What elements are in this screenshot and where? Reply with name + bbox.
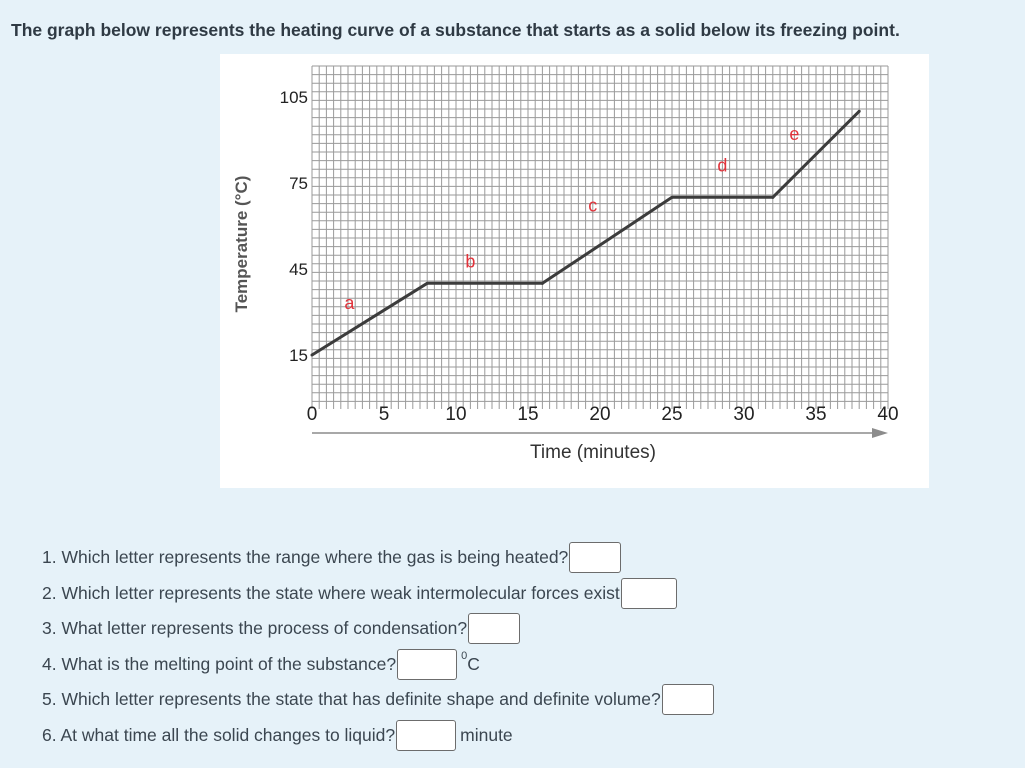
- y-tick-label: 15: [289, 346, 308, 365]
- question-text: 3. What letter represents the process of…: [42, 618, 468, 639]
- data-point: [857, 109, 861, 113]
- x-tick-label: 0: [307, 404, 318, 425]
- answer-input-5[interactable]: [661, 684, 714, 716]
- answer-input-2[interactable]: [620, 577, 677, 609]
- data-point: [771, 195, 775, 199]
- question-row: 5. Which letter represents the state tha…: [42, 682, 714, 718]
- segment-label-e: e: [789, 124, 799, 144]
- chart-svg: 0 5 10 15 20 25 30 35 40 15 45 75 105 Time (minutes) T…: [232, 65, 899, 463]
- segment-label-c: c: [588, 196, 597, 216]
- question-row: 2. Which letter represents the state whe…: [42, 576, 714, 612]
- data-point: [425, 281, 429, 285]
- data-point: [540, 281, 544, 285]
- unit-text: C: [467, 653, 480, 674]
- x-tick-label: 30: [733, 404, 754, 425]
- heating-curve-chart: 0 5 10 15 20 25 30 35 40 15 45 75 105 Time (minutes) T…: [220, 54, 929, 488]
- answer-input-4[interactable]: [397, 648, 458, 680]
- intro-text: The graph below represents the heating c…: [11, 20, 900, 40]
- answer-input-1[interactable]: [569, 542, 622, 574]
- x-tick-label: 10: [445, 404, 466, 425]
- answer-unit: minute: [460, 725, 513, 746]
- answer-input-3[interactable]: [468, 613, 521, 645]
- y-tick-label: 105: [280, 88, 308, 107]
- data-point: [310, 353, 314, 357]
- segment-label-b: b: [465, 252, 475, 272]
- heating-curve-line: [311, 110, 861, 357]
- question-text: 4. What is the melting point of the subs…: [42, 653, 397, 674]
- question-row: 6. At what time all the solid changes to…: [42, 718, 714, 754]
- x-tick-label: 5: [379, 404, 390, 425]
- x-tick-label: 35: [805, 404, 826, 425]
- x-tick-label: 25: [661, 404, 682, 425]
- question-list: 1. Which letter represents the range whe…: [42, 540, 714, 753]
- question-text: 2. Which letter represents the state whe…: [42, 582, 620, 603]
- data-point: [670, 195, 674, 199]
- x-tick-label: 15: [517, 404, 538, 425]
- grid: [311, 65, 889, 409]
- y-tick-label: 45: [289, 260, 308, 279]
- question-row: 4. What is the melting point of the subs…: [42, 647, 714, 683]
- segment-label-d: d: [717, 156, 727, 176]
- answer-input-6[interactable]: [396, 719, 457, 751]
- y-tick-label: 75: [289, 174, 308, 193]
- unit-text: minute: [460, 724, 513, 745]
- x-axis-arrowhead: [872, 428, 888, 438]
- question-row: 3. What letter represents the process of…: [42, 611, 714, 647]
- question-text: 5. Which letter represents the state tha…: [42, 689, 661, 710]
- y-axis-label: Temperature (°C): [232, 176, 251, 313]
- question-text: 1. Which letter represents the range whe…: [42, 547, 569, 568]
- question-row: 1. Which letter represents the range whe…: [42, 540, 714, 576]
- segment-label-a: a: [344, 293, 355, 313]
- x-tick-label: 20: [589, 404, 610, 425]
- answer-unit: 0C: [461, 650, 480, 675]
- x-tick-label: 40: [877, 404, 898, 425]
- x-axis-label: Time (minutes): [530, 442, 656, 463]
- question-text: 6. At what time all the solid changes to…: [42, 724, 396, 745]
- unit-degree-sup: 0: [461, 649, 468, 662]
